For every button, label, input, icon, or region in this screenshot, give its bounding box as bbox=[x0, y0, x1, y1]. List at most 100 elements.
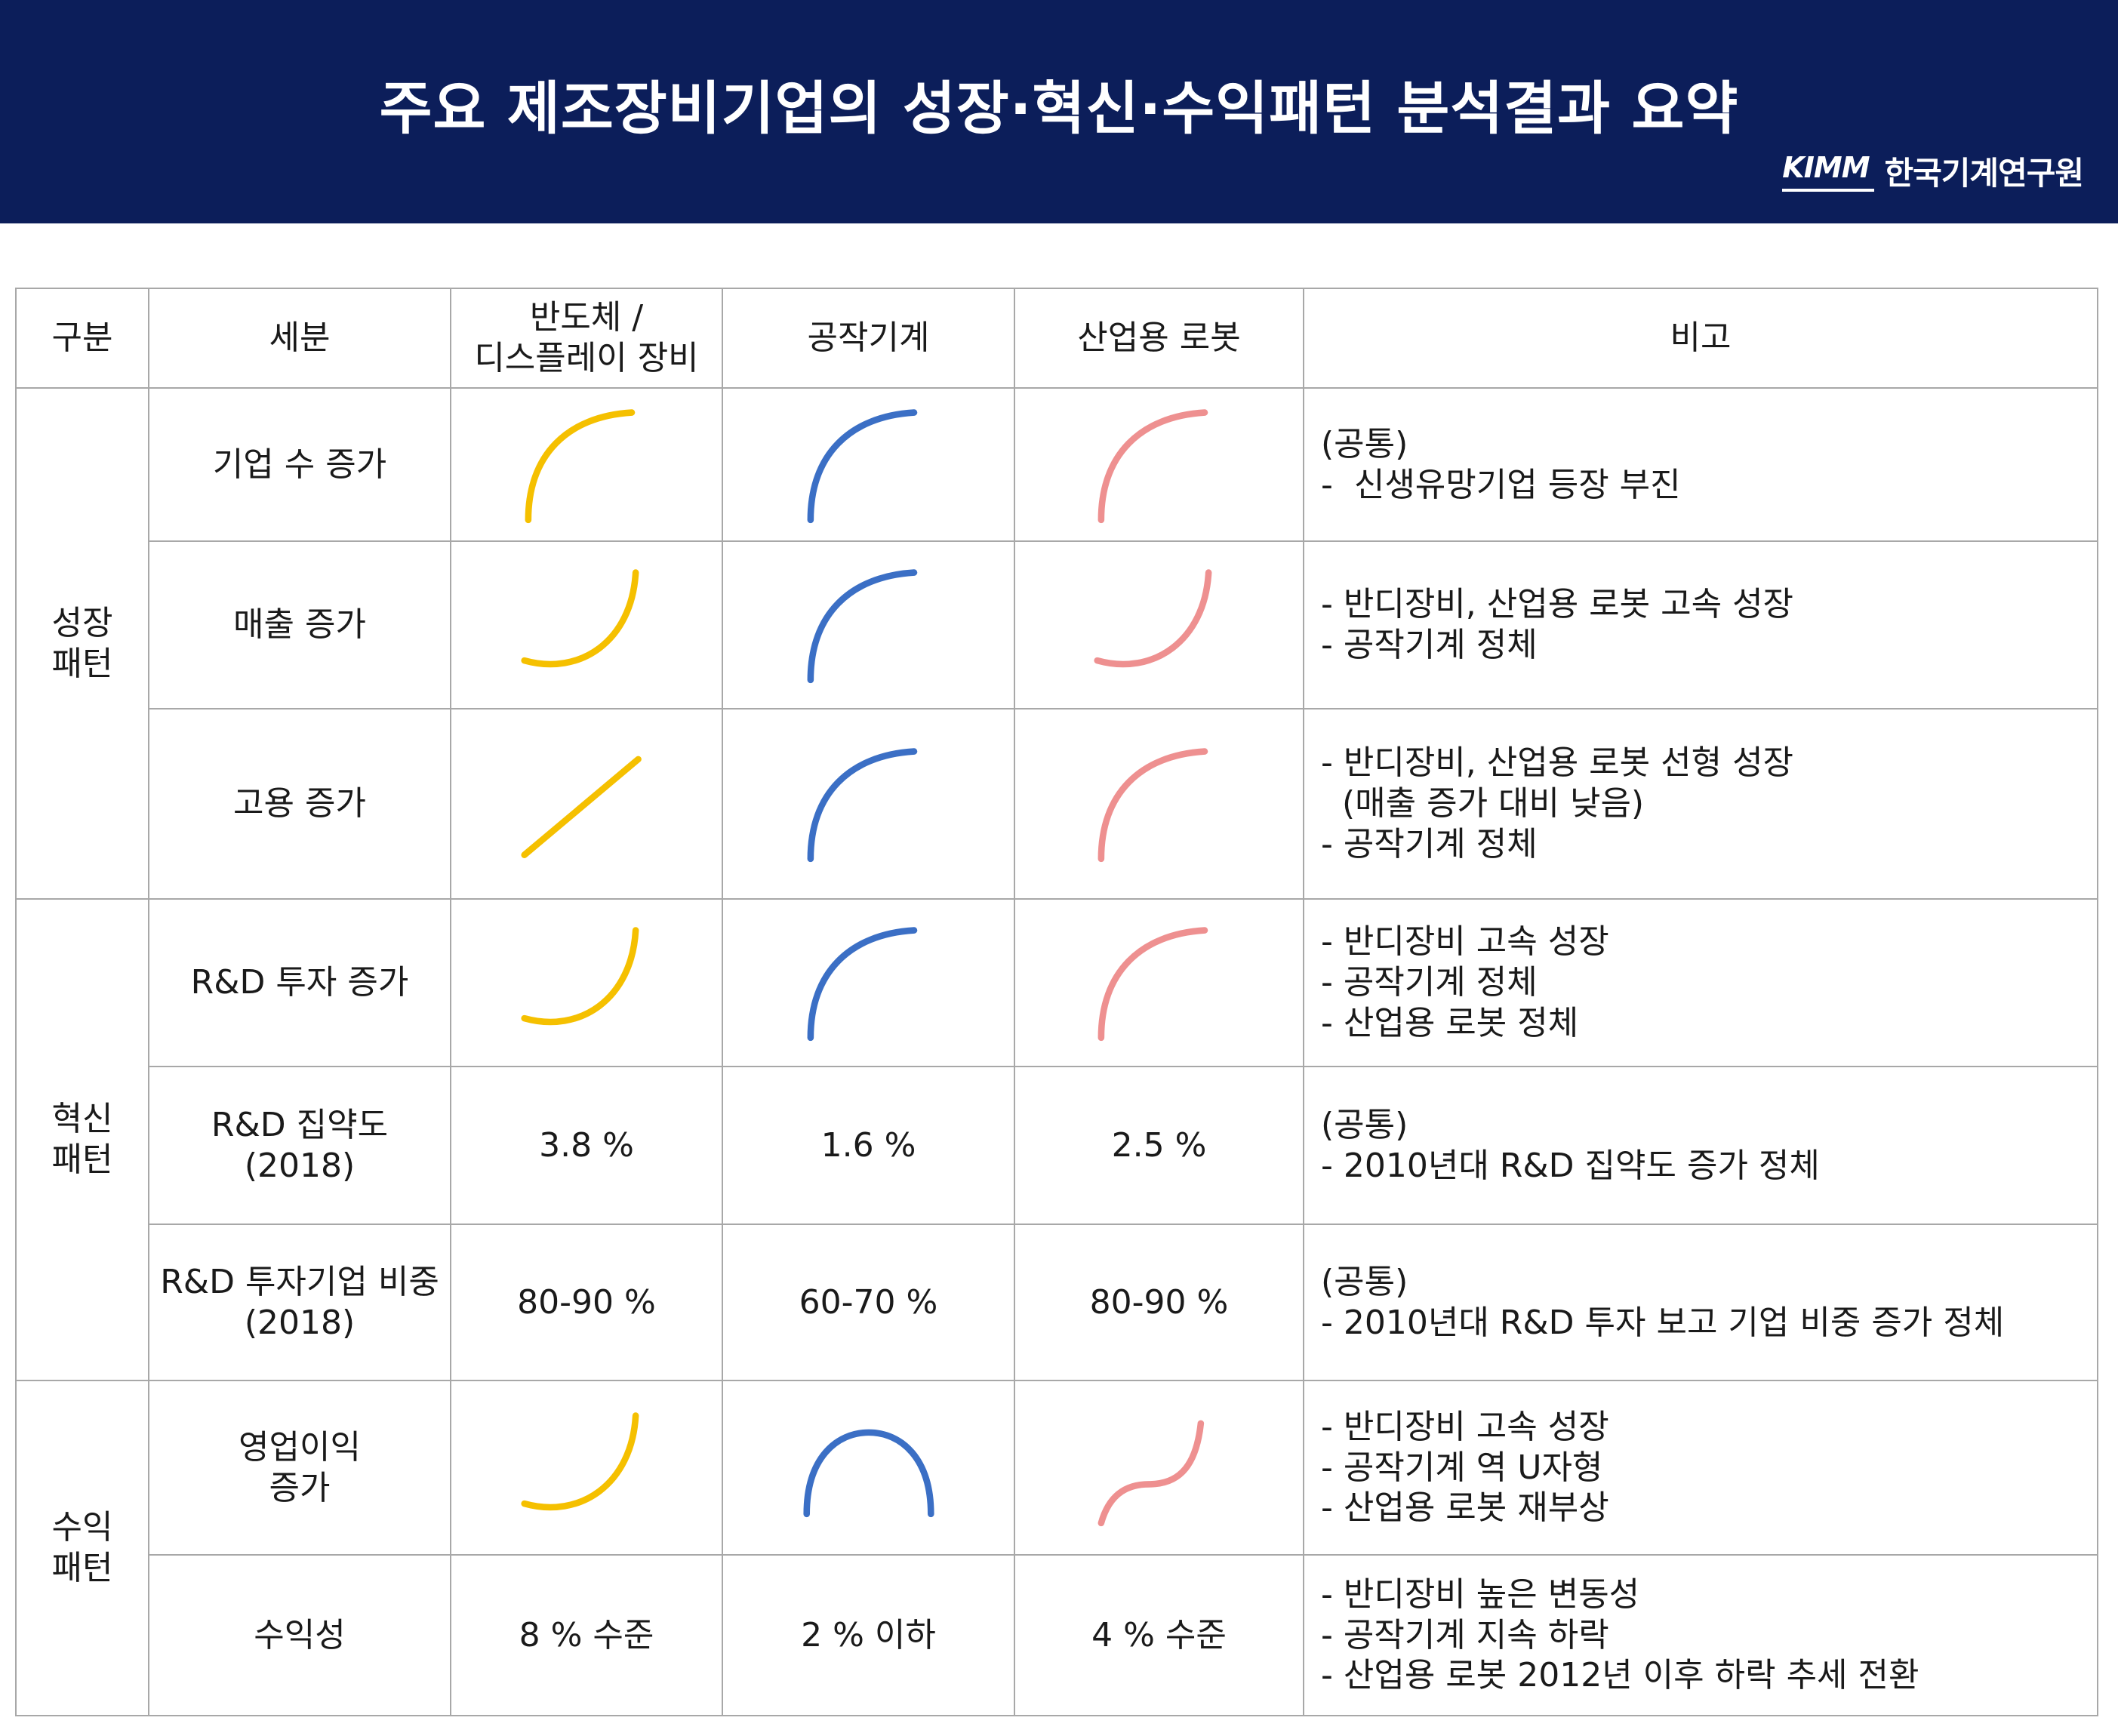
trend-line bbox=[1093, 569, 1211, 668]
col-header-robots: 산업용 로봇 bbox=[1014, 288, 1304, 389]
trend-cell bbox=[450, 387, 723, 542]
trend-line bbox=[525, 408, 636, 523]
trend-line bbox=[521, 927, 639, 1026]
cell-value: 80-90 % bbox=[517, 1282, 656, 1322]
row-label: R&D 투자 증가 bbox=[148, 898, 451, 1067]
logo-mark: KIMM bbox=[1782, 151, 1874, 192]
concave-up-rise-curve-icon bbox=[521, 569, 639, 668]
concave-down-rise-curve-icon bbox=[1097, 748, 1208, 863]
col-header-remarks: 비고 bbox=[1303, 288, 2098, 389]
value-cell: 2 % 이하 bbox=[722, 1554, 1015, 1716]
header-bar: 주요 제조장비기업의 성장·혁신·수익패턴 분석결과 요약 KIMM 한국기계연… bbox=[0, 0, 2118, 223]
value-cell: 2.5 % bbox=[1014, 1066, 1304, 1225]
concave-down-rise-curve-icon bbox=[807, 408, 917, 523]
linear-rise-icon bbox=[521, 756, 642, 858]
row-label: 매출 증가 bbox=[148, 540, 451, 709]
trend-line bbox=[807, 408, 917, 523]
group-label-profit: 수익 패턴 bbox=[15, 1380, 149, 1716]
table-row: 고용 증가 - 반디장비, 산업용 로봇 선형 성장 (매출 증가 대비 낮음)… bbox=[16, 708, 2098, 900]
remark-line: - 2010년대 R&D 집약도 증가 정체 bbox=[1321, 1146, 1820, 1185]
trend-cell bbox=[1014, 898, 1304, 1067]
concave-up-rise-curve-icon bbox=[521, 927, 639, 1026]
remark-line: - 산업용 로봇 2012년 이후 하락 추세 전환 bbox=[1321, 1656, 1919, 1695]
trend-cell bbox=[450, 898, 723, 1067]
remark-cell: (공통) - 2010년대 R&D 집약도 증가 정체 bbox=[1303, 1066, 2098, 1225]
trend-line bbox=[802, 1429, 934, 1517]
remark-line: - 공작기계 정체 bbox=[1321, 963, 1538, 1002]
table-row: R&D 투자기업 비중 (2018) 80-90 % 60-70 % 80-90… bbox=[16, 1224, 2098, 1381]
header-row: 구분 세분 반도체 / 디스플레이 장비 공작기계 산업용 로봇 비고 bbox=[15, 288, 2098, 389]
trend-line bbox=[807, 569, 917, 684]
s-curve-rise-icon bbox=[1097, 1420, 1204, 1526]
trend-cell bbox=[722, 898, 1015, 1067]
trend-line bbox=[521, 569, 639, 668]
value-cell: 80-90 % bbox=[450, 1224, 723, 1381]
value-cell: 1.6 % bbox=[722, 1066, 1015, 1225]
remark-line: - 신생유망기업 등장 부진 bbox=[1321, 465, 1681, 504]
row-label: 수익성 bbox=[148, 1554, 451, 1716]
row-label: 영업이익 증가 bbox=[148, 1380, 451, 1556]
remark-line: (공통) bbox=[1321, 424, 1408, 463]
remark-cell: - 반디장비 고속 성장 - 공작기계 역 U자형 - 산업용 로봇 재부상 bbox=[1303, 1380, 2098, 1556]
kimm-logo: KIMM 한국기계연구원 bbox=[1782, 148, 2084, 194]
remark-cell: - 반디장비 고속 성장 - 공작기계 정체 - 산업용 로봇 정체 bbox=[1303, 898, 2098, 1067]
trend-cell bbox=[1014, 1380, 1304, 1556]
page-title: 주요 제조장비기업의 성장·혁신·수익패턴 분석결과 요약 bbox=[379, 75, 1739, 142]
remark-cell: (공통) - 신생유망기업 등장 부진 bbox=[1303, 387, 2098, 542]
value-cell: 60-70 % bbox=[722, 1224, 1015, 1381]
remark-line: - 공작기계 역 U자형 bbox=[1321, 1448, 1603, 1487]
remark-cell: (공통) - 2010년대 R&D 투자 보고 기업 비중 증가 정체 bbox=[1303, 1224, 2098, 1381]
row-label: R&D 투자기업 비중 (2018) bbox=[148, 1224, 451, 1381]
remark-line: - 산업용 로봇 재부상 bbox=[1321, 1488, 1609, 1528]
row-label: R&D 집약도 (2018) bbox=[148, 1066, 451, 1225]
trend-line bbox=[1097, 408, 1208, 523]
trend-cell bbox=[1014, 387, 1304, 542]
remark-line: (공통) bbox=[1321, 1105, 1408, 1144]
remark-cell: - 반디장비 높은 변동성 - 공작기계 지속 하락 - 산업용 로봇 2012년 … bbox=[1303, 1554, 2098, 1716]
col-header-semiconductor: 반도체 / 디스플레이 장비 bbox=[450, 288, 723, 389]
cell-value: 4 % 수준 bbox=[1091, 1615, 1227, 1654]
remark-line: - 공작기계 정체 bbox=[1321, 824, 1538, 863]
concave-down-rise-curve-icon bbox=[1097, 408, 1208, 523]
inverted-u-curve-icon bbox=[802, 1429, 934, 1517]
table-row: 수익 패턴 영업이익 증가 - 반디장비 고속 성장 - 공작기계 역 U자형 - … bbox=[15, 1380, 2098, 1716]
col-header-subcategory: 세분 bbox=[148, 288, 451, 389]
concave-down-rise-curve-icon bbox=[525, 408, 636, 523]
trend-line bbox=[807, 748, 917, 863]
table-row: 수익성 8 % 수준 2 % 이하 4 % 수준 - 반디장비 높은 변동성 - … bbox=[16, 1554, 2098, 1716]
value-cell: 80-90 % bbox=[1014, 1224, 1304, 1381]
table-row: 매출 증가 - 반디장비, 산업용 로봇 고속 성장 - 공작기계 정체 bbox=[16, 540, 2098, 709]
trend-cell bbox=[722, 387, 1015, 542]
concave-up-rise-curve-icon bbox=[1093, 569, 1211, 668]
trend-line bbox=[1097, 1420, 1204, 1526]
row-label: 기업 수 증가 bbox=[148, 387, 451, 542]
concave-down-rise-curve-icon bbox=[807, 569, 917, 684]
row-label: 고용 증가 bbox=[148, 708, 451, 900]
value-cell: 3.8 % bbox=[450, 1066, 723, 1225]
remark-line: - 반디장비, 산업용 로봇 고속 성장 bbox=[1321, 585, 1794, 624]
trend-cell bbox=[722, 708, 1015, 900]
trend-cell bbox=[450, 540, 723, 709]
trend-cell bbox=[450, 1380, 723, 1556]
remark-line: - 산업용 로봇 정체 bbox=[1321, 1003, 1579, 1042]
trend-line bbox=[807, 927, 917, 1042]
trend-cell bbox=[1014, 540, 1304, 709]
cell-value: 2 % 이하 bbox=[801, 1615, 936, 1654]
trend-line bbox=[1097, 748, 1208, 863]
remark-line: - 반디장비, 산업용 로봇 선형 성장 bbox=[1321, 743, 1794, 783]
cell-value: 3.8 % bbox=[539, 1125, 634, 1165]
remark-cell: - 반디장비, 산업용 로봇 선형 성장 (매출 증가 대비 낮음) - 공작기계… bbox=[1303, 708, 2098, 900]
remark-line: - 반디장비 높은 변동성 bbox=[1321, 1574, 1640, 1614]
table-row: R&D 집약도 (2018) 3.8 % 1.6 % 2.5 % (공통) - 2… bbox=[16, 1066, 2098, 1225]
table-row: 혁신 패턴 R&D 투자 증가 - 반디장비 고속 성장 - 공작기계 정체 - 산… bbox=[15, 898, 2098, 1381]
remark-line: - 2010년대 R&D 투자 보고 기업 비중 증가 정체 bbox=[1321, 1303, 2005, 1342]
concave-down-rise-curve-icon bbox=[1097, 927, 1208, 1042]
remark-line: - 공작기계 지속 하락 bbox=[1321, 1615, 1609, 1654]
trend-cell bbox=[1014, 708, 1304, 900]
cell-value: 80-90 % bbox=[1089, 1282, 1229, 1322]
group-label-growth: 성장 패턴 bbox=[15, 387, 149, 900]
concave-up-rise-curve-icon bbox=[521, 1411, 639, 1510]
value-cell: 8 % 수준 bbox=[450, 1554, 723, 1716]
concave-down-rise-curve-icon bbox=[807, 748, 917, 863]
cell-value: 2.5 % bbox=[1111, 1125, 1207, 1165]
